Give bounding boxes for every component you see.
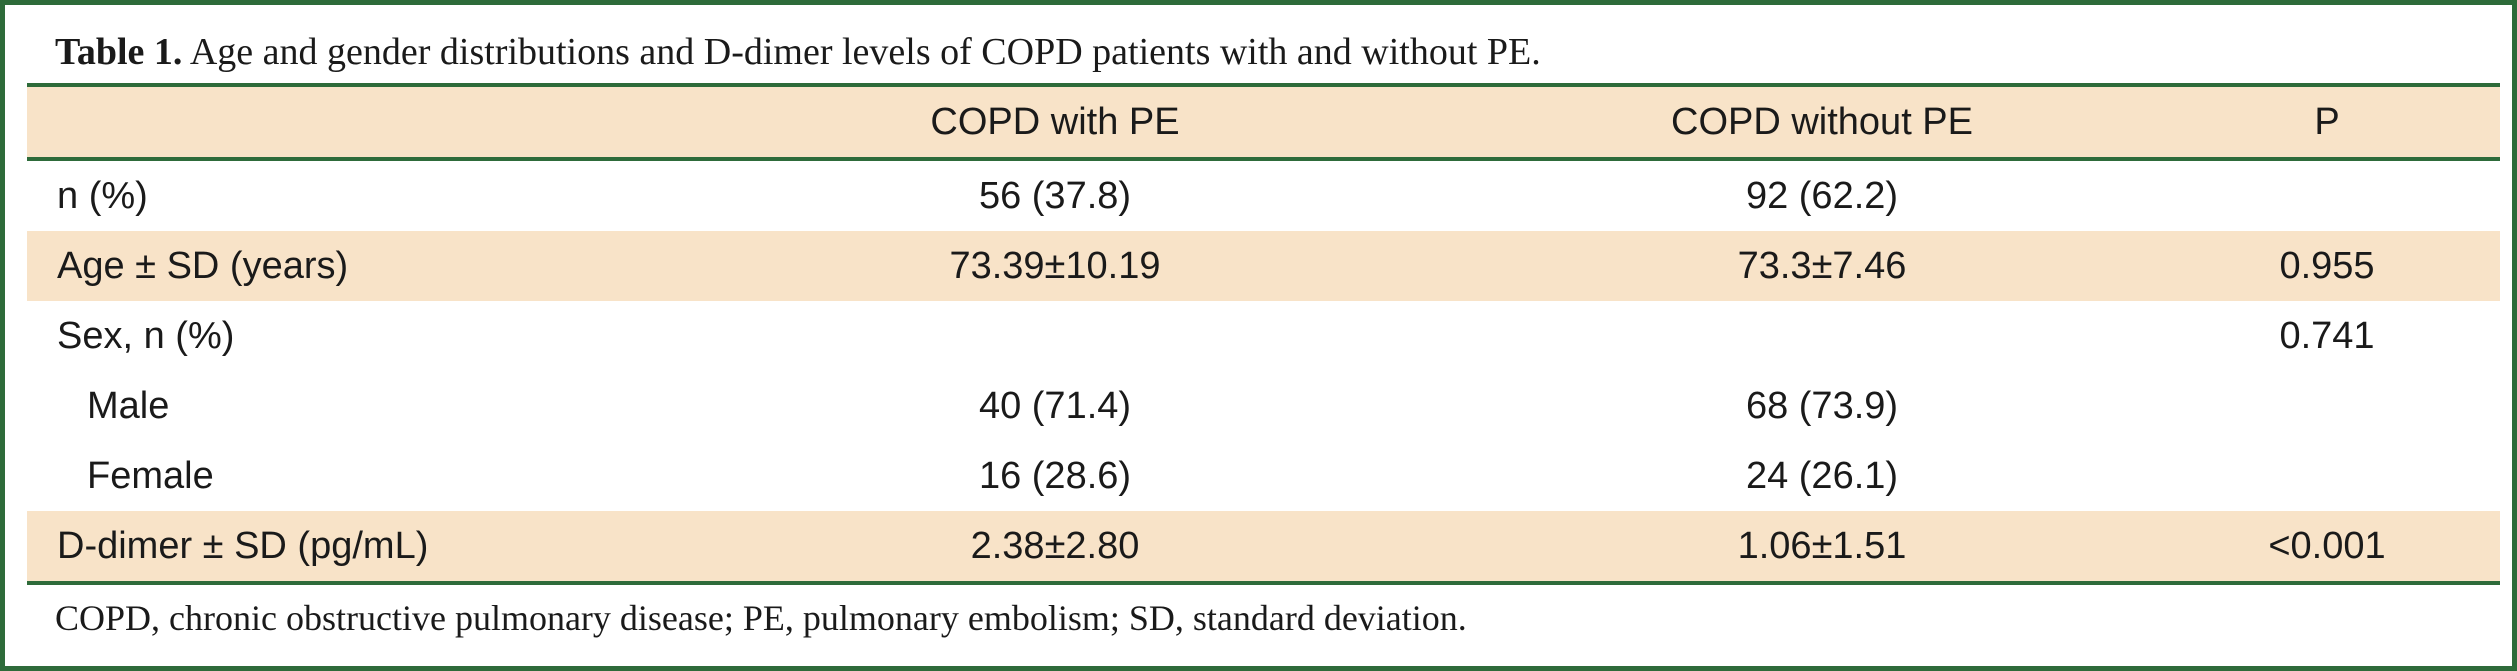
cell-without-pe: 73.3±7.46 xyxy=(1737,245,1907,287)
cell-with-pe xyxy=(655,301,1455,371)
cell-without-pe: 92 (62.2) xyxy=(1745,175,1899,217)
row-label: n (%) xyxy=(57,175,148,217)
table-row: Male 40 (71.4) 68 (73.9) xyxy=(27,371,2500,441)
table-footnote: COPD, chronic obstructive pulmonary dise… xyxy=(55,598,1467,638)
table-row: Sex, n (%) 0.741 xyxy=(27,301,2500,371)
row-label: Age ± SD (years) xyxy=(57,245,349,287)
header-cell-with-pe: COPD with PE xyxy=(930,101,1180,143)
table-row: Age ± SD (years) 73.39±10.19 73.3±7.46 0… xyxy=(27,231,2500,301)
header-rule xyxy=(27,157,2500,161)
cell-p xyxy=(2177,161,2477,231)
cell-p xyxy=(2177,371,2477,441)
table-caption-text: Age and gender distributions and D-dimer… xyxy=(182,31,1541,73)
top-rule xyxy=(27,83,2500,87)
table-row: Female 16 (28.6) 24 (26.1) xyxy=(27,441,2500,511)
cell-without-pe: 24 (26.1) xyxy=(1745,455,1899,497)
cell-with-pe: 40 (71.4) xyxy=(978,385,1132,427)
cell-p xyxy=(2177,441,2477,511)
cell-without-pe: 68 (73.9) xyxy=(1745,385,1899,427)
table-caption: Table 1. Age and gender distributions an… xyxy=(55,23,1541,81)
row-label: D-dimer ± SD (pg/mL) xyxy=(57,525,429,567)
row-label: Female xyxy=(87,455,214,497)
bottom-rule xyxy=(27,581,2500,585)
header-cell-without-pe: COPD without PE xyxy=(1671,101,1973,143)
table-row: n (%) 56 (37.8) 92 (62.2) xyxy=(27,161,2500,231)
cell-p: 0.955 xyxy=(2279,245,2375,287)
row-label: Sex, n (%) xyxy=(57,315,235,357)
table-caption-label: Table 1. xyxy=(55,31,183,73)
header-cell-p: P xyxy=(2314,101,2340,143)
cell-with-pe: 2.38±2.80 xyxy=(970,525,1140,567)
cell-with-pe: 16 (28.6) xyxy=(978,455,1132,497)
cell-with-pe: 73.39±10.19 xyxy=(949,245,1161,287)
cell-with-pe: 56 (37.8) xyxy=(978,175,1132,217)
cell-without-pe: 1.06±1.51 xyxy=(1737,525,1907,567)
row-label: Male xyxy=(87,385,170,427)
table-header-row: COPD with PE COPD without PE P xyxy=(27,87,2500,157)
cell-p: <0.001 xyxy=(2268,525,2386,567)
cell-p: 0.741 xyxy=(2279,315,2375,357)
table-row: D-dimer ± SD (pg/mL) 2.38±2.80 1.06±1.51… xyxy=(27,511,2500,581)
cell-without-pe xyxy=(1422,301,2222,371)
